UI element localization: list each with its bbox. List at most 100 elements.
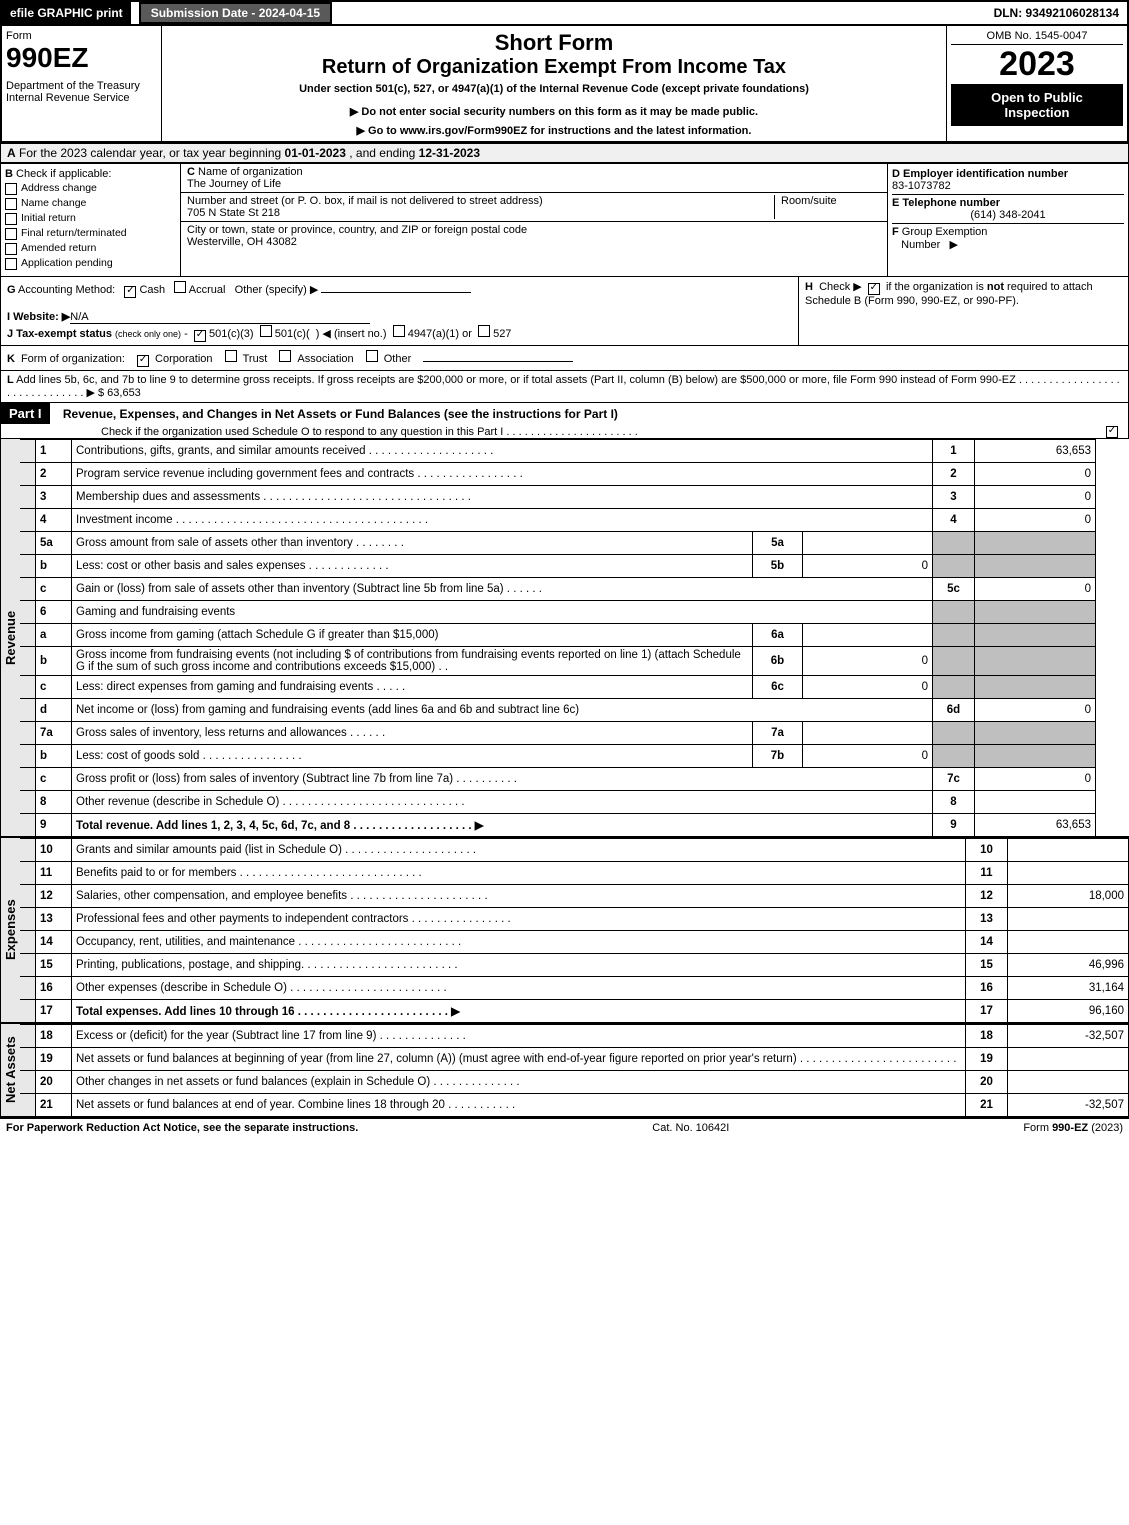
box-k: K Form of organization: Corporation Trus… — [0, 346, 1129, 371]
label-address-change: Address change — [21, 182, 97, 194]
other-method-input[interactable] — [321, 292, 471, 293]
line-row: 9 Total revenue. Add lines 1, 2, 3, 4, 5… — [20, 813, 1095, 836]
line-row: 7a Gross sales of inventory, less return… — [20, 721, 1095, 744]
line-row: b Less: cost or other basis and sales ex… — [20, 554, 1095, 577]
street-label: Number and street (or P. O. box, if mail… — [187, 195, 543, 207]
section-a: A A For the 2023 calendar year, or tax y… — [0, 143, 1129, 163]
line-row: 10 Grants and similar amounts paid (list… — [20, 838, 1128, 861]
footer-right: Form 990-EZ (2023) — [1023, 1122, 1123, 1134]
checkbox-accrual[interactable] — [174, 281, 186, 293]
short-form-title: Short Form — [166, 30, 942, 56]
line-row: 18 Excess or (deficit) for the year (Sub… — [20, 1024, 1128, 1047]
box-l: L Add lines 5b, 6c, and 7b to line 9 to … — [0, 371, 1129, 403]
label-initial-return: Initial return — [21, 212, 76, 224]
header-subtitle: Under section 501(c), 527, or 4947(a)(1)… — [166, 83, 942, 95]
checkbox-association[interactable] — [279, 350, 291, 362]
ein-value: 83-1073782 — [892, 180, 1124, 192]
part1-header: Part I Revenue, Expenses, and Changes in… — [0, 403, 1129, 439]
form-word: Form — [6, 30, 157, 42]
checkbox-name-change[interactable] — [5, 198, 17, 210]
checkbox-final-return[interactable] — [5, 228, 17, 240]
part1-title: Revenue, Expenses, and Changes in Net As… — [53, 407, 618, 421]
part1-check-text: Check if the organization used Schedule … — [1, 426, 638, 438]
line-row: 2 Program service revenue including gove… — [20, 462, 1095, 485]
line-row: c Gain or (loss) from sale of assets oth… — [20, 577, 1095, 600]
checkbox-4947[interactable] — [393, 325, 405, 337]
expenses-vertical-label: Expenses — [1, 838, 20, 1022]
other-org-input[interactable] — [423, 361, 573, 362]
box-h: H Check ▶ if the organization is not req… — [798, 277, 1128, 345]
line-row: c Less: direct expenses from gaming and … — [20, 675, 1095, 698]
form-header: Form 990EZ Department of the Treasury In… — [0, 26, 1129, 143]
revenue-vertical-label: Revenue — [1, 439, 20, 836]
line-row: 15 Printing, publications, postage, and … — [20, 953, 1128, 976]
line-row: b Less: cost of goods sold . . . . . . .… — [20, 744, 1095, 767]
checkbox-schedule-o[interactable] — [1106, 426, 1118, 438]
label-application-pending: Application pending — [21, 257, 113, 269]
gross-receipts: 63,653 — [107, 387, 141, 399]
line-row: 13 Professional fees and other payments … — [20, 907, 1128, 930]
label-amended-return: Amended return — [21, 242, 96, 254]
box-b: B B Check if applicable:Check if applica… — [1, 164, 181, 276]
org-street: 705 N State St 218 — [187, 207, 280, 219]
city-label: City or town, state or province, country… — [187, 224, 527, 236]
revenue-section: Revenue 1 Contributions, gifts, grants, … — [0, 439, 1096, 836]
line-row: d Net income or (loss) from gaming and f… — [20, 698, 1095, 721]
header-note2: ▶ Go to www.irs.gov/Form990EZ for instru… — [166, 124, 942, 137]
org-name: The Journey of Life — [187, 178, 281, 190]
line-row: 8 Other revenue (describe in Schedule O)… — [20, 790, 1095, 813]
dln-number: DLN: 93492106028134 — [986, 2, 1127, 24]
label-accrual: Accrual — [189, 284, 226, 296]
section-a-inline: For the 2023 calendar year, or tax year … — [19, 146, 480, 160]
website-value: N/A — [70, 311, 370, 324]
checkbox-cash[interactable] — [124, 286, 136, 298]
line-row: 14 Occupancy, rent, utilities, and maint… — [20, 930, 1128, 953]
label-name-change: Name change — [21, 197, 86, 209]
footer-center: Cat. No. 10642I — [652, 1122, 729, 1134]
checkbox-amended-return[interactable] — [5, 243, 17, 255]
label-final-return: Final return/terminated — [21, 227, 127, 239]
omb-number: OMB No. 1545-0047 — [951, 30, 1123, 45]
checkbox-initial-return[interactable] — [5, 213, 17, 225]
line-row: 5a Gross amount from sale of assets othe… — [20, 531, 1095, 554]
inspection-box: Open to Public Inspection — [951, 84, 1123, 126]
checkbox-schedule-b[interactable] — [868, 283, 880, 295]
checkbox-501c[interactable] — [260, 325, 272, 337]
phone-value: (614) 348-2041 — [892, 209, 1124, 221]
info-grid: B B Check if applicable:Check if applica… — [0, 163, 1129, 277]
room-label: Room/suite — [781, 195, 837, 207]
box-c: C C Name of organizationName of organiza… — [181, 164, 888, 276]
checkbox-trust[interactable] — [225, 350, 237, 362]
checkbox-corporation[interactable] — [137, 355, 149, 367]
footer-left: For Paperwork Reduction Act Notice, see … — [6, 1122, 358, 1134]
line-row: 1 Contributions, gifts, grants, and simi… — [20, 439, 1095, 462]
label-other-method: Other (specify) ▶ — [235, 284, 319, 296]
line-row: 16 Other expenses (describe in Schedule … — [20, 976, 1128, 999]
checkbox-address-change[interactable] — [5, 183, 17, 195]
phone-label: E Telephone number — [892, 197, 1000, 209]
line-row: 20 Other changes in net assets or fund b… — [20, 1070, 1128, 1093]
efile-label: efile GRAPHIC print — [2, 2, 131, 24]
line-row: b Gross income from fundraising events (… — [20, 646, 1095, 675]
checkbox-other-org[interactable] — [366, 350, 378, 362]
page-footer: For Paperwork Reduction Act Notice, see … — [0, 1117, 1129, 1137]
checkbox-application-pending[interactable] — [5, 258, 17, 270]
line-row: a Gross income from gaming (attach Sched… — [20, 623, 1095, 646]
ein-label: D Employer identification number — [892, 168, 1068, 180]
expenses-section: Expenses 10 Grants and similar amounts p… — [0, 836, 1129, 1022]
line-row: 4 Investment income . . . . . . . . . . … — [20, 508, 1095, 531]
line-row: 21 Net assets or fund balances at end of… — [20, 1093, 1128, 1116]
line-row: 11 Benefits paid to or for members . . .… — [20, 861, 1128, 884]
box-def: D Employer identification number 83-1073… — [888, 164, 1128, 276]
checkbox-501c3[interactable] — [194, 330, 206, 342]
line-row: 17 Total expenses. Add lines 10 through … — [20, 999, 1128, 1022]
org-city: Westerville, OH 43082 — [187, 236, 297, 248]
top-bar: efile GRAPHIC print Submission Date - 20… — [0, 0, 1129, 26]
line-row: c Gross profit or (loss) from sales of i… — [20, 767, 1095, 790]
label-cash: Cash — [139, 284, 165, 296]
line-row: 19 Net assets or fund balances at beginn… — [20, 1047, 1128, 1070]
checkbox-527[interactable] — [478, 325, 490, 337]
submission-date: Submission Date - 2024-04-15 — [139, 2, 332, 24]
dept-label: Department of the Treasury Internal Reve… — [6, 80, 157, 104]
tax-year: 2023 — [951, 45, 1123, 84]
